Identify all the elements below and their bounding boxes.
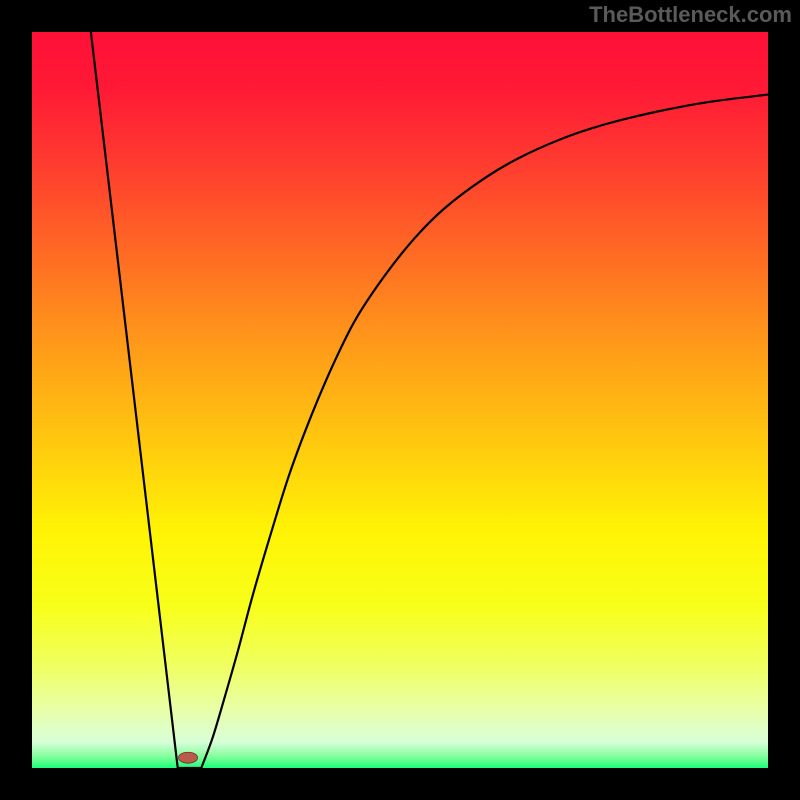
minimum-marker (178, 752, 197, 763)
chart-container: TheBottleneck.com (0, 0, 800, 800)
curve-layer (32, 32, 768, 768)
watermark-label: TheBottleneck.com (589, 2, 792, 28)
plot-area (32, 32, 768, 768)
bottleneck-curve (91, 32, 768, 768)
